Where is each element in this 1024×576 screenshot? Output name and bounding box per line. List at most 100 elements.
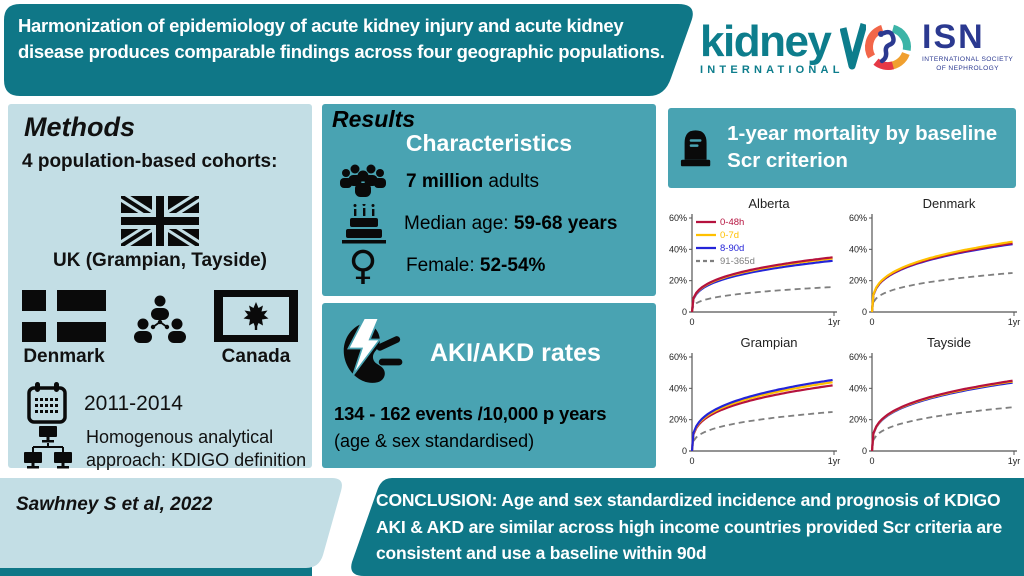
rates-box: AKI/AKD rates 134 - 162 events /10,000 p… [322, 303, 656, 468]
uk-flag-icon [121, 196, 199, 246]
svg-text:60%: 60% [849, 213, 867, 223]
svg-text:20%: 20% [849, 415, 867, 425]
female-text: Female: 52-54% [406, 255, 546, 276]
uk-label: UK (Grampian, Tayside) [53, 250, 267, 271]
svg-text:1yr: 1yr [1008, 456, 1021, 466]
svg-text:40%: 40% [669, 244, 687, 254]
citation: Sawhney S et al, 2022 [16, 494, 213, 515]
svg-text:40%: 40% [849, 244, 867, 254]
isn-subtitle-line1: INTERNATIONAL SOCIETY [922, 56, 1014, 63]
canada-flag-icon [214, 290, 298, 342]
kidney-international-logo: kidney INTERNATIONAL [700, 17, 866, 76]
methods-cohorts-line: 4 population-based cohorts: [22, 151, 278, 172]
isn-logo: ISN INTERNATIONAL SOCIETY OF NEPHROLOGY [862, 20, 1013, 73]
svg-text:Alberta: Alberta [748, 196, 790, 211]
svg-text:40%: 40% [669, 383, 687, 393]
svg-text:60%: 60% [849, 352, 867, 362]
calendar-icon [27, 382, 67, 424]
chart-alberta: Alberta 0 20% 40% 60% 0 1yr 0-48h 0-7d 8-90d 91-36… [669, 196, 841, 327]
series-91-365d [871, 272, 1013, 313]
kidney-logo-swoosh-icon [839, 23, 866, 70]
female-icon: ♀ [348, 243, 378, 289]
cake-icon [342, 204, 386, 244]
rates-note: (age & sex standardised) [334, 431, 535, 451]
isn-ring-icon [865, 23, 911, 70]
computer-network-icon [24, 426, 72, 469]
study-period: 2011-2014 [84, 392, 183, 415]
population-text: 7 million adults [406, 171, 540, 192]
study-period-row: 2011-2014 [26, 382, 183, 426]
series-8-90d [690, 259, 833, 313]
crowd-icon [340, 164, 386, 197]
svg-text:0-7d: 0-7d [720, 230, 739, 241]
canada-label: Canada [221, 346, 291, 367]
svg-text:60%: 60% [669, 213, 687, 223]
bottom-teal-bar [0, 567, 312, 576]
kidney-logo-subtitle: INTERNATIONAL [700, 63, 844, 76]
series-0-7d [690, 257, 833, 313]
conclusion-text: CONCLUSION: Age and sex standardized inc… [376, 490, 1003, 564]
svg-text:0-48h: 0-48h [720, 217, 744, 228]
series-91-365d [691, 286, 833, 313]
series-0-48h [870, 379, 1013, 452]
mortality-header: 1-year mortality by baseline Scr criteri… [668, 108, 1016, 188]
isn-subtitle-line2: OF NEPHROLOGY [936, 64, 999, 72]
chart-tayside: Tayside 0 20% 40% 60% 0 1yr [849, 335, 1021, 466]
rates-value: 134 - 162 events /10,000 p years [334, 403, 607, 424]
kidney-logo-word: kidney [700, 17, 832, 66]
country-flags-row: Denmark [8, 290, 312, 368]
svg-text:1yr: 1yr [1008, 317, 1021, 327]
chart-grampian: Grampian 0 20% 40% 60% 0 1yr [669, 335, 841, 466]
svg-text:1yr: 1yr [828, 456, 841, 466]
analytical-approach-row: Homogenous analytical approach: KDIGO de… [22, 426, 306, 473]
svg-text:8-90d: 8-90d [720, 243, 744, 254]
conclusion-background [351, 478, 1024, 576]
series-91-365d [871, 406, 1013, 452]
denmark-label: Denmark [23, 346, 105, 367]
svg-text:Grampian: Grampian [740, 335, 797, 350]
banner-background [4, 4, 693, 96]
series-0-48h [870, 242, 1013, 313]
tombstone-icon [680, 130, 711, 167]
series-91-365d [691, 411, 833, 452]
svg-text:20%: 20% [849, 276, 867, 286]
svg-text:0: 0 [869, 456, 874, 466]
svg-text:Denmark: Denmark [923, 196, 976, 211]
series-8-90d [690, 378, 833, 452]
series-0-7d [870, 380, 1013, 452]
median-age-text: Median age: 59-68 years [404, 213, 618, 234]
series-0-48h [690, 256, 833, 313]
page-title: Harmonization of epidemiology of acute k… [18, 15, 665, 63]
svg-text:20%: 20% [669, 415, 687, 425]
chart-denmark: Denmark 0 20% 40% 60% 0 1yr [849, 196, 1021, 327]
svg-text:20%: 20% [669, 276, 687, 286]
svg-text:Tayside: Tayside [927, 335, 971, 350]
svg-text:91-365d: 91-365d [720, 256, 755, 267]
female-row: ♀ Female: 52-54% [338, 246, 545, 286]
svg-text:1yr: 1yr [828, 317, 841, 327]
citation-background [0, 478, 342, 568]
series-0-7d [690, 381, 833, 452]
svg-text:40%: 40% [849, 383, 867, 393]
methods-panel: Methods 4 population-based cohorts: UK (… [8, 104, 312, 470]
kidney-bolt-icon [343, 317, 403, 383]
svg-text:0: 0 [682, 307, 687, 317]
people-network-icon [134, 295, 186, 343]
analytical-approach: Homogenous analytical approach: KDIGO de… [86, 427, 307, 471]
svg-text:0: 0 [862, 446, 867, 456]
rates-title: AKI/AKD rates [430, 338, 601, 367]
median-age-row: Median age: 59-68 years [338, 204, 617, 244]
methods-heading: Methods [24, 112, 135, 142]
svg-text:0: 0 [682, 446, 687, 456]
svg-text:0: 0 [689, 317, 694, 327]
denmark-flag-icon [22, 290, 106, 342]
svg-text:0: 0 [689, 456, 694, 466]
characteristics-box: Results Characteristics 7 million adults [322, 104, 656, 296]
population-row: 7 million adults [338, 162, 539, 202]
series-0-48h [690, 384, 833, 452]
results-heading: Results [332, 106, 416, 132]
svg-text:60%: 60% [669, 352, 687, 362]
svg-text:0: 0 [862, 307, 867, 317]
mortality-title: 1-year mortality by baseline Scr criteri… [727, 122, 998, 172]
